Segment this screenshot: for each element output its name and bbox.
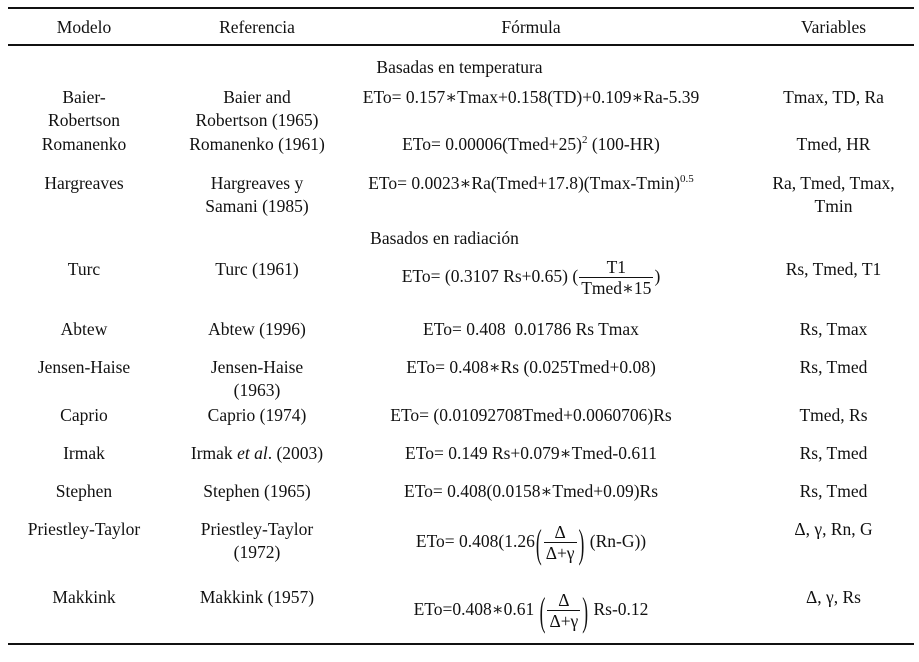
top-rule	[8, 7, 914, 9]
cell-formula: ETo= 0.408 0.01786 Rs Tmax	[423, 319, 639, 339]
cell-referencia: Stephen (1965)	[203, 481, 311, 501]
cell-modelo: Baier- Robertson	[48, 87, 120, 130]
cell-variables: Tmed, Rs	[799, 405, 868, 425]
cell-modelo: Caprio	[60, 405, 108, 425]
cell-referencia: Baier and Robertson (1965)	[195, 87, 319, 130]
cell-modelo: Turc	[67, 259, 101, 279]
cell-formula: ETo= 0.157∗Tmax+0.158(TD)+0.109∗Ra-5.39	[362, 87, 700, 107]
header-rule	[8, 44, 914, 46]
section-temperatura: Basadas en temperatura	[376, 57, 543, 77]
cell-referencia: Jensen-Haise (1963)	[210, 357, 304, 400]
cell-formula: ETo= 0.408∗Rs (0.025Tmed+0.08)	[406, 357, 656, 377]
cell-referencia: Makkink (1957)	[199, 587, 315, 607]
cell-variables: Ra, Tmed, Tmax, Tmin	[772, 173, 895, 216]
cell-variables: Rs, Tmed	[799, 481, 868, 501]
cell-formula: ETo= 0.408(1.26(Δ Δ+γ) (Rn-G))	[415, 519, 647, 566]
cell-variables: Rs, Tmed	[799, 357, 868, 377]
header-modelo: Modelo	[56, 17, 112, 37]
cell-modelo: Abtew	[60, 319, 108, 339]
cell-modelo: Jensen-Haise	[37, 357, 131, 377]
cell-referencia: Irmak et al. (2003)	[190, 443, 324, 463]
cell-referencia: Romanenko (1961)	[189, 134, 325, 154]
cell-variables: Δ, γ, Rs	[806, 587, 861, 607]
cell-referencia: Priestley-Taylor (1972)	[200, 519, 314, 562]
cell-variables: Rs, Tmax	[799, 319, 868, 339]
cell-referencia: Turc (1961)	[215, 259, 299, 279]
cell-formula: ETo=0.408∗0.61 (Δ Δ+γ) Rs-0.12	[413, 587, 649, 634]
cell-formula: ETo= (0.3107 Rs+0.65) (T1 Tmed∗15)	[401, 257, 661, 299]
cell-formula: ETo= 0.149 Rs+0.079∗Tmed-0.611	[405, 443, 657, 463]
cell-formula: ETo= 0.408(0.0158∗Tmed+0.09)Rs	[404, 481, 658, 501]
section-radiacion: Basados en radiación	[370, 228, 519, 248]
cell-modelo: Hargreaves	[44, 173, 124, 193]
cell-variables: Tmed, HR	[796, 134, 871, 154]
fraction: T1 Tmed∗15	[579, 257, 654, 299]
cell-referencia: Abtew (1996)	[208, 319, 306, 339]
bottom-rule	[8, 643, 914, 645]
cell-formula: ETo= 0.0023∗Ra(Tmed+17.8)(Tmax-Tmin)0.5	[368, 173, 694, 193]
cell-modelo: Stephen	[55, 481, 113, 501]
cell-modelo: Irmak	[63, 443, 105, 463]
fraction: Δ Δ+γ	[543, 522, 577, 564]
header-referencia: Referencia	[219, 17, 295, 37]
cell-modelo: Romanenko	[41, 134, 127, 154]
cell-formula: ETo= (0.01092708Tmed+0.0060706)Rs	[390, 405, 672, 425]
header-variables: Variables	[800, 17, 867, 37]
cell-formula: ETo= 0.00006(Tmed+25)2 (100-HR)	[402, 134, 660, 154]
cropped-caption	[240, 0, 730, 4]
fraction: Δ Δ+γ	[547, 590, 581, 632]
header-formula: Fórmula	[501, 17, 561, 37]
cell-modelo: Makkink	[52, 587, 116, 607]
cell-variables: Rs, Tmed, T1	[785, 259, 882, 279]
cell-referencia: Caprio (1974)	[207, 405, 307, 425]
cell-variables: Δ, γ, Rn, G	[794, 519, 873, 539]
cell-variables: Tmax, TD, Ra	[783, 87, 884, 107]
cell-referencia: Hargreaves y Samani (1985)	[205, 173, 309, 216]
cell-modelo: Priestley-Taylor	[27, 519, 141, 539]
cell-variables: Rs, Tmed	[799, 443, 868, 463]
